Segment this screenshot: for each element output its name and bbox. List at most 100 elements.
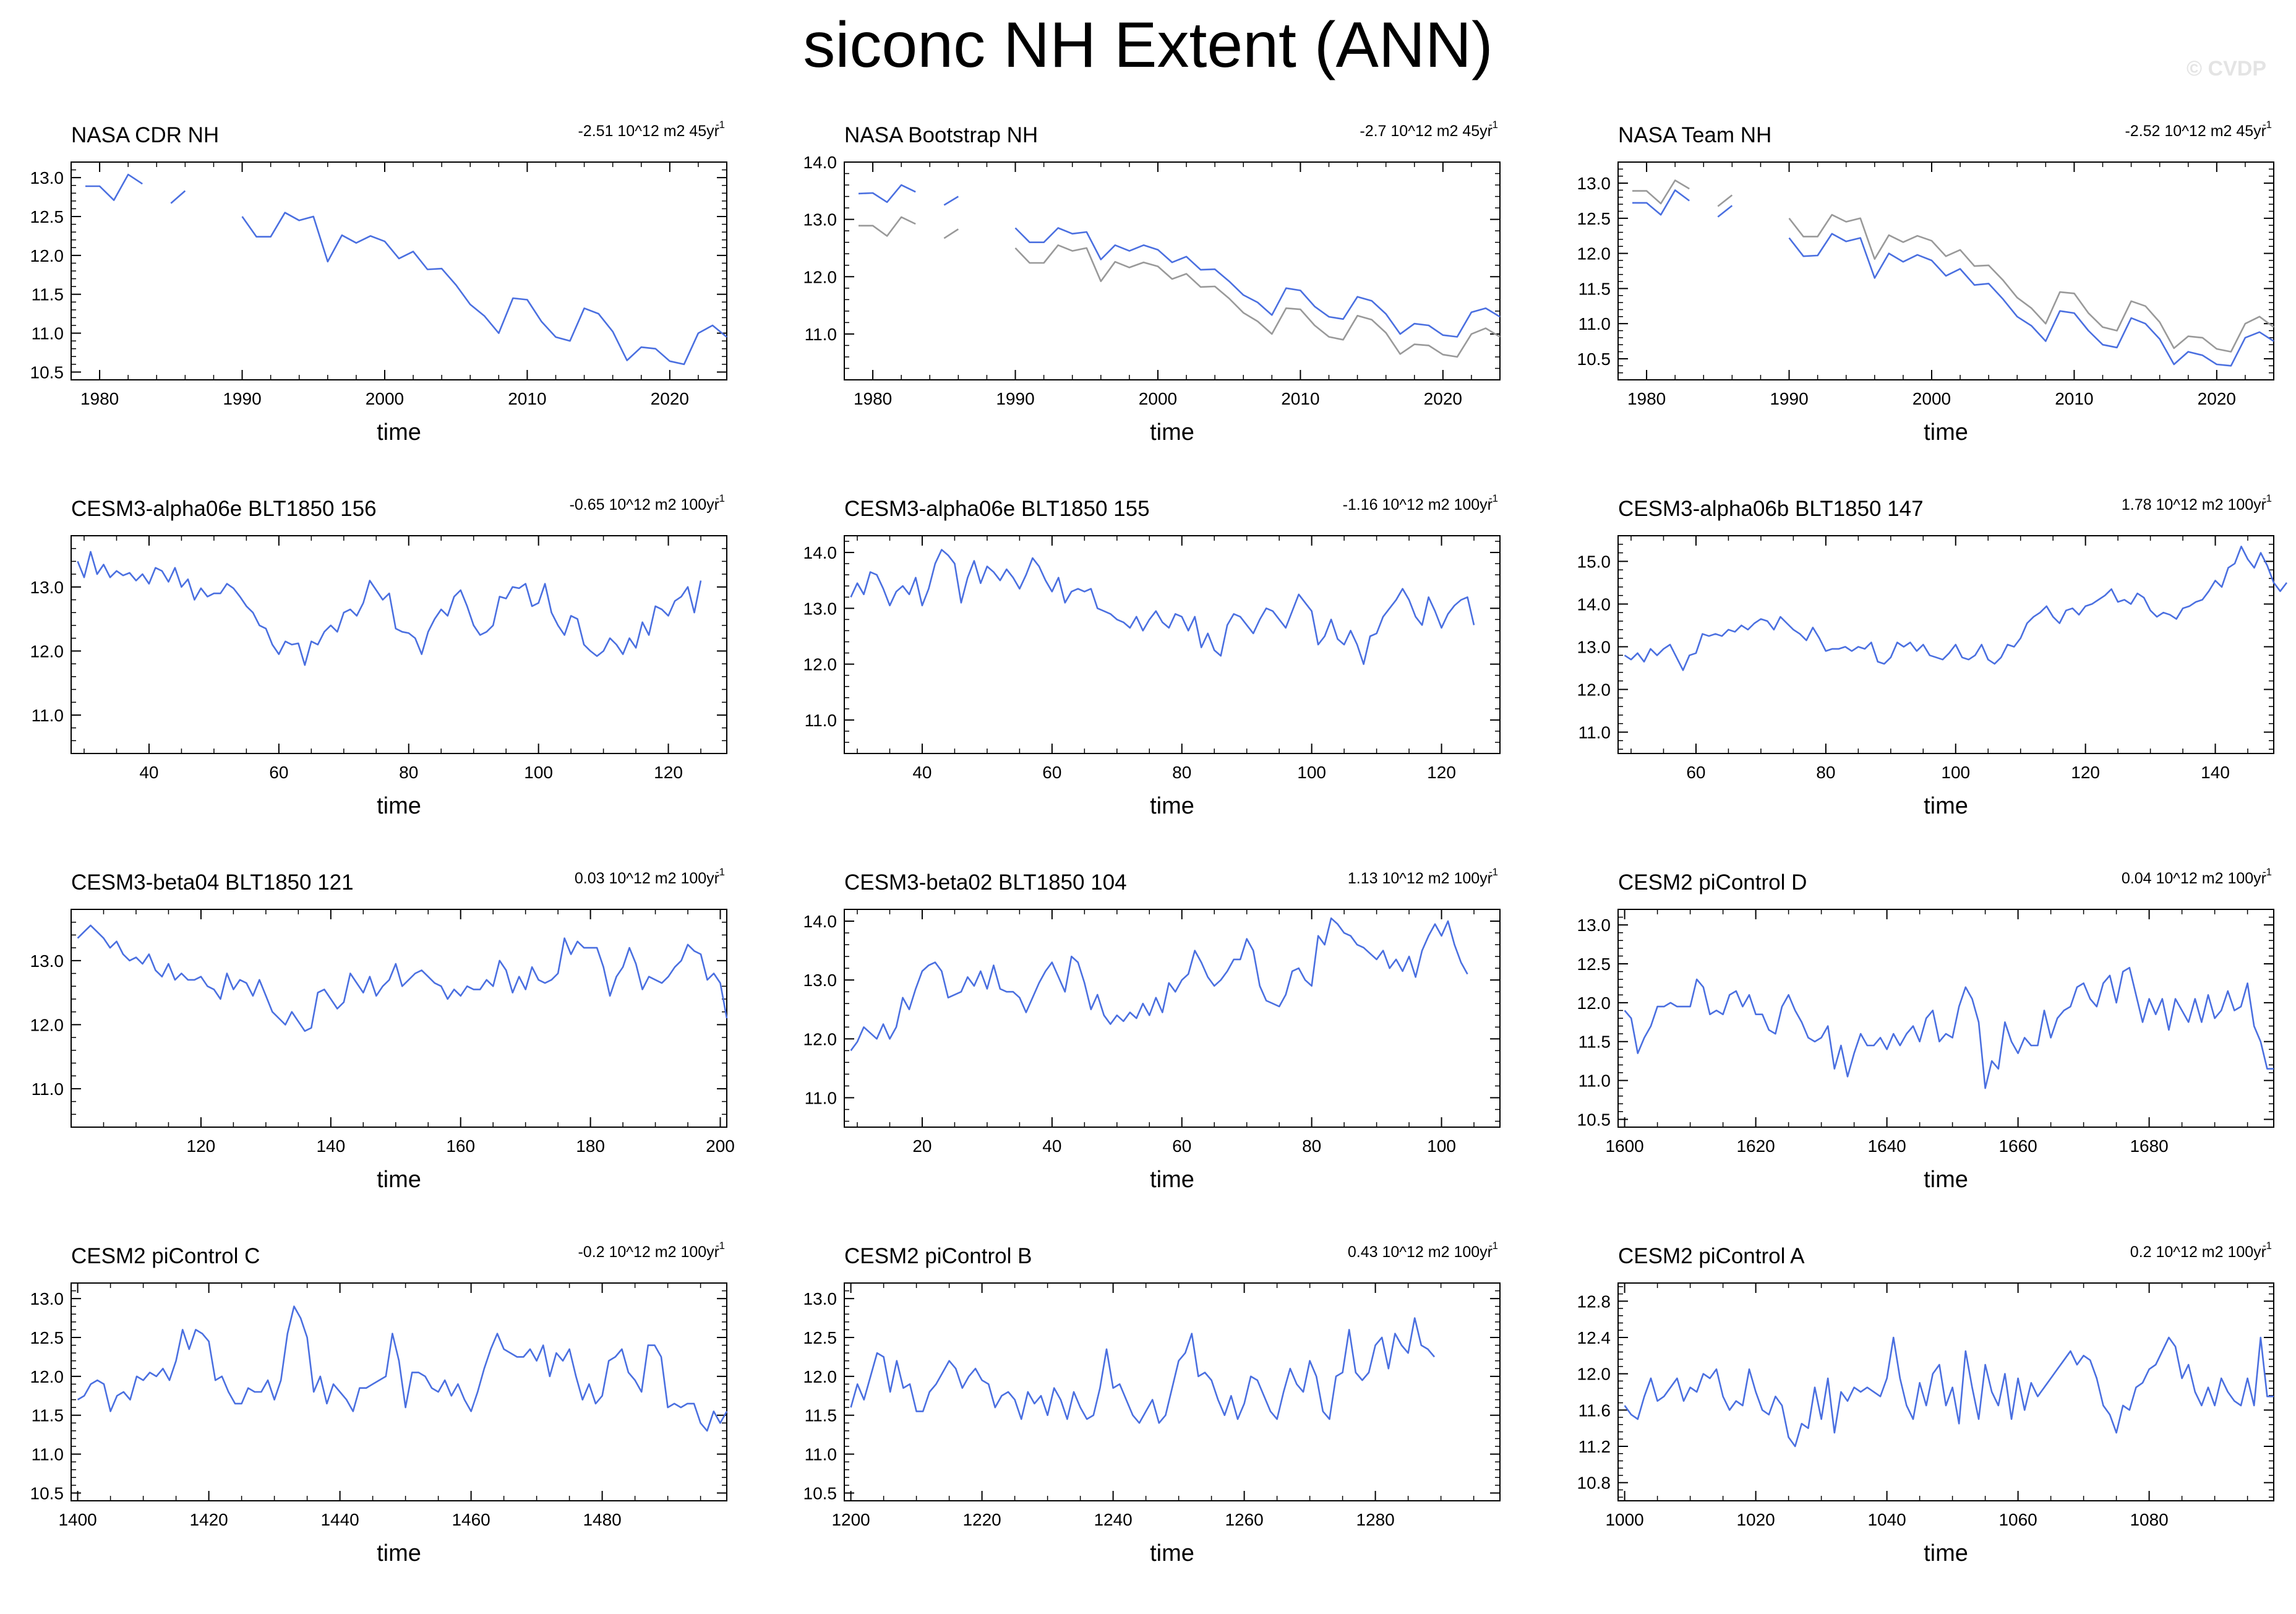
y-tick-label: 12.0	[1577, 1365, 1611, 1384]
panel-title: CESM2 piControl D	[1618, 870, 1807, 895]
x-tick-label: 1020	[1736, 1510, 1775, 1529]
y-tick-label: 11.0	[805, 325, 837, 344]
plot-frame	[844, 1282, 1501, 1501]
x-tick-label: 40	[912, 763, 932, 782]
series-line	[850, 917, 1468, 1052]
y-tick-label: 10.5	[803, 1483, 837, 1503]
x-tick-label: 1200	[831, 1510, 870, 1529]
y-tick-label: 13.0	[803, 1289, 837, 1308]
trend-label: 1.78 10^12 m2 100yr	[2122, 496, 2266, 513]
y-tick-label: 11.6	[1578, 1401, 1611, 1420]
plot-frame	[844, 909, 1501, 1128]
panel: NASA Bootstrap NH -2.7 10^12 m2 45yr-1 198…	[803, 119, 1501, 445]
x-tick-label: 1640	[1867, 1136, 1906, 1156]
panel-title: CESM2 piControl C	[71, 1244, 260, 1268]
x-tick-label: 160	[446, 1136, 475, 1156]
x-tick-label: 1990	[223, 389, 261, 408]
plot-frame	[71, 535, 727, 754]
panel-title: CESM3-alpha06b BLT1850 147	[1618, 497, 1924, 521]
series-line	[850, 1317, 1435, 1424]
trend-label: -0.2 10^12 m2 100yr	[578, 1243, 719, 1261]
plot-frame	[844, 161, 1501, 380]
x-axis-label: time	[377, 419, 421, 445]
y-tick-label: 11.2	[1578, 1437, 1611, 1456]
y-tick-label: 13.0	[1577, 637, 1611, 656]
y-tick-label: 11.0	[32, 324, 64, 343]
x-tick-label: 1660	[1998, 1136, 2037, 1156]
series-line	[1624, 1336, 2274, 1448]
x-tick-label: 140	[2201, 763, 2230, 782]
x-tick-label: 120	[1427, 763, 1456, 782]
y-tick-label: 13.0	[803, 599, 837, 618]
series-line	[1624, 546, 2288, 671]
series-line	[1624, 967, 2274, 1089]
y-tick-label: 12.4	[1577, 1328, 1611, 1347]
x-axis-label: time	[1924, 1167, 1968, 1193]
y-tick-label: 11.5	[32, 1406, 64, 1425]
minor-ticks	[844, 536, 1500, 753]
y-tick-label: 11.0	[32, 706, 64, 725]
x-tick-label: 1040	[1867, 1510, 1906, 1529]
plot-frame	[71, 909, 727, 1128]
trend-exponent: -1	[1489, 866, 1498, 878]
x-tick-label: 120	[2071, 763, 2100, 782]
x-tick-label: 2010	[2055, 389, 2093, 408]
x-tick-label: 1280	[1356, 1510, 1394, 1529]
x-tick-label: 2000	[366, 389, 404, 408]
y-tick-label: 12.0	[30, 642, 64, 661]
plot-frame	[1617, 535, 2274, 754]
y-tick-label: 12.0	[1577, 244, 1611, 264]
panel-title: NASA CDR NH	[71, 123, 219, 147]
y-tick-label: 12.0	[30, 1367, 64, 1386]
x-tick-label: 60	[1172, 1136, 1191, 1156]
trend-exponent: -1	[2263, 866, 2272, 878]
y-tick-label: 12.0	[803, 655, 837, 674]
trend-exponent: -1	[716, 866, 725, 878]
x-tick-label: 60	[1042, 763, 1061, 782]
x-axis-label: time	[1150, 1540, 1194, 1566]
y-tick-label: 12.5	[803, 1328, 837, 1347]
minor-ticks	[1618, 909, 2274, 1127]
panel: CESM3-alpha06e BLT1850 155 -1.16 10^12 m2…	[803, 492, 1501, 819]
x-tick-label: 1000	[1605, 1510, 1643, 1529]
trend-label: -2.52 10^12 m2 45yr	[2125, 122, 2266, 140]
minor-ticks	[1618, 535, 2274, 753]
x-tick-label: 1060	[1998, 1510, 2037, 1529]
x-tick-label: 2020	[2198, 389, 2236, 408]
panel: CESM3-alpha06e BLT1850 156 -0.65 10^12 m2…	[30, 492, 727, 819]
plot-frame	[1617, 909, 2274, 1128]
panel: NASA Team NH -2.52 10^12 m2 45yr-1 1980 199…	[1577, 119, 2274, 445]
trend-label: 0.43 10^12 m2 100yr	[1348, 1243, 1493, 1261]
x-axis-label: time	[1924, 1540, 1968, 1566]
x-tick-label: 1980	[80, 389, 119, 408]
trend-exponent: -1	[716, 119, 725, 131]
x-axis-label: time	[1150, 419, 1194, 445]
x-tick-label: 2000	[1913, 389, 1951, 408]
series-line	[1632, 179, 2274, 353]
x-tick-label: 1440	[320, 1510, 359, 1529]
x-tick-label: 80	[1302, 1136, 1321, 1156]
panel-title: NASA Team NH	[1618, 123, 1771, 147]
plot-frame	[71, 1282, 727, 1501]
y-tick-label: 13.0	[803, 971, 837, 990]
x-tick-label: 1460	[452, 1510, 490, 1529]
y-tick-label: 13.0	[803, 210, 837, 230]
x-tick-label: 1240	[1094, 1510, 1132, 1529]
x-tick-label: 120	[654, 763, 683, 782]
x-tick-label: 2020	[651, 389, 689, 408]
minor-ticks	[844, 1282, 1500, 1501]
minor-ticks	[71, 535, 727, 753]
panel-title: CESM3-alpha06e BLT1850 156	[71, 497, 377, 521]
y-tick-label: 11.0	[32, 1445, 64, 1464]
x-tick-label: 180	[576, 1136, 605, 1156]
panel-title: NASA Bootstrap NH	[844, 123, 1038, 147]
trend-exponent: -1	[716, 492, 725, 504]
y-tick-label: 10.5	[30, 1483, 64, 1503]
y-tick-label: 12.0	[1577, 680, 1611, 699]
y-tick-label: 10.8	[1577, 1474, 1611, 1493]
x-tick-label: 1980	[854, 389, 892, 408]
y-tick-label: 11.5	[1578, 1032, 1611, 1052]
panel: CESM3-beta02 BLT1850 104 1.13 10^12 m2 10…	[803, 866, 1501, 1193]
trend-label: 0.03 10^12 m2 100yr	[575, 870, 719, 887]
